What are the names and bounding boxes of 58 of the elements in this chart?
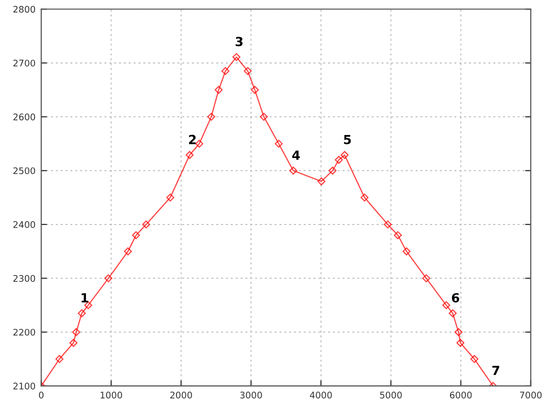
x-tick-label: 7000 [520,392,542,398]
annotation: 3 [236,36,243,46]
y-tick-label: 2100 [13,382,36,390]
point [166,194,174,202]
y-tick-label: 2200 [13,328,36,336]
point [55,355,64,364]
point [328,166,337,175]
x-tick-label: 3000 [240,392,262,398]
point [317,177,326,186]
x-tick-label: 2000 [170,392,192,398]
point [214,86,223,94]
point [402,247,411,256]
point [132,231,140,240]
point [340,151,349,160]
y-tick-label: 2500 [13,167,36,174]
point [442,301,450,310]
point [456,338,464,347]
point [221,67,230,76]
y-tick-label: 2300 [13,275,36,282]
x-tick-label: 4000 [310,392,332,398]
point [72,328,80,336]
point [454,328,463,336]
point [422,274,430,282]
point [69,338,78,347]
point [124,247,132,256]
x-tick-label: 6000 [450,392,472,398]
annotation: 1 [82,293,88,302]
annotation: 7 [492,366,500,376]
x-tick-label: 5000 [380,392,402,398]
y-tick-label: 2600 [13,114,36,120]
point [260,112,268,121]
point [394,231,402,240]
point [84,301,92,310]
point [232,53,240,62]
annotation: 6 [452,293,460,303]
annotation: 4 [292,150,300,160]
point [142,220,150,228]
annotation: 2 [189,134,196,144]
y-tick-label: 2800 [13,6,36,13]
point [289,166,298,175]
point [334,156,343,164]
y-tick-label: 2700 [13,60,36,67]
point [186,151,194,160]
point [207,112,216,121]
x-tick-label: 0 [38,392,44,398]
point [448,309,457,318]
point [384,220,392,228]
point [78,309,86,318]
point [104,274,112,282]
point [244,67,252,76]
point [250,86,259,94]
y-tick-label: 2400 [13,221,36,228]
point [470,355,478,364]
point [360,194,369,202]
point [195,140,204,148]
x-tick-label: 1000 [100,392,122,398]
annotation: 5 [344,134,351,144]
point [274,140,283,148]
